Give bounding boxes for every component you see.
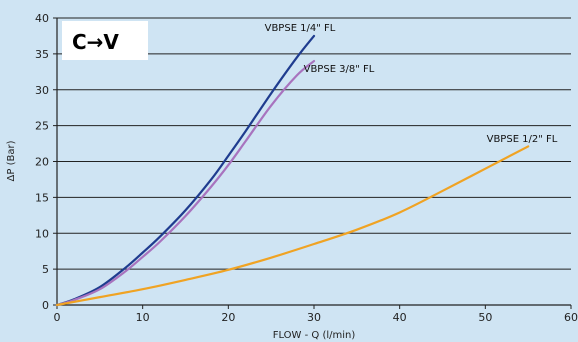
x-tick-labels: 0 10 20 30 40 50 60 — [54, 311, 578, 324]
y-tick-label-30: 30 — [35, 84, 49, 97]
y-tick-label-15: 15 — [35, 191, 49, 204]
y-axis-label: ΔP (Bar) — [6, 140, 17, 181]
series-labels: VBPSE 1/4" FL VBPSE 3/8" FL VBPSE 1/2" FL — [265, 23, 558, 145]
y-tick-labels: 0 5 10 15 20 25 30 35 40 — [35, 12, 49, 312]
series-line-2 — [55, 59, 316, 307]
series-label-3: VBPSE 1/2" FL — [487, 134, 558, 145]
x-tick-label-0: 0 — [54, 311, 61, 324]
chart-title: C→V — [72, 30, 119, 54]
y-tick-label-20: 20 — [35, 156, 49, 169]
y-tick-label-5: 5 — [42, 263, 49, 276]
y-tick-label-25: 25 — [35, 120, 49, 133]
series-label-2: VBPSE 3/8" FL — [304, 64, 375, 75]
series-label-1: VBPSE 1/4" FL — [265, 23, 336, 34]
x-tick-label-40: 40 — [393, 311, 407, 324]
x-tick-label-50: 50 — [478, 311, 492, 324]
series-line-3 — [55, 145, 530, 307]
y-tick-label-10: 10 — [35, 227, 49, 240]
x-axis-label: FLOW - Q (l/min) — [273, 330, 356, 341]
x-tick-label-60: 60 — [564, 311, 578, 324]
y-tick-label-40: 40 — [35, 12, 49, 25]
x-tick-label-30: 30 — [307, 311, 321, 324]
x-tick-label-10: 10 — [136, 311, 150, 324]
axes — [53, 17, 572, 309]
grid-lines — [57, 17, 571, 270]
series-line-1 — [55, 34, 316, 307]
y-tick-label-35: 35 — [35, 48, 49, 61]
y-tick-label-0: 0 — [42, 299, 49, 312]
title-box — [62, 21, 148, 60]
x-tick-label-20: 20 — [221, 311, 235, 324]
series-lines — [55, 34, 530, 307]
